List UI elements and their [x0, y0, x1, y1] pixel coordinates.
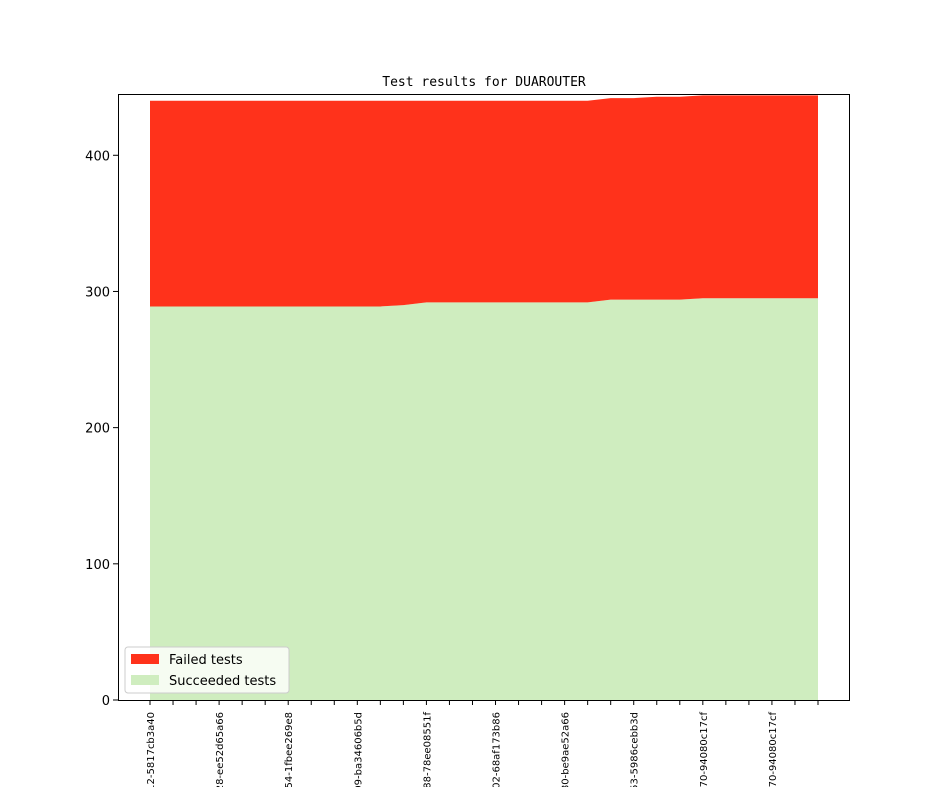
y-tick-label: 0	[102, 694, 110, 709]
y-tick-label: 100	[85, 558, 110, 573]
x-tick-label: 02-68af173b86	[492, 712, 503, 787]
x-tick-label-group: 88-78ee08551f	[422, 712, 433, 787]
legend-label: Succeeded tests	[169, 674, 276, 689]
y-axis: 0 100 200 300 400	[85, 149, 118, 709]
legend: Failed tests Succeeded tests	[124, 646, 290, 694]
x-tick-label-group: 70-94080c17cf	[699, 712, 710, 787]
x-tick-label: 70-94080c17cf	[699, 712, 710, 787]
legend-label: Failed tests	[169, 653, 243, 668]
y-tick-label: 200	[85, 422, 110, 437]
x-tick-label-group: 12-5817cb3a40	[146, 712, 157, 787]
x-tick-label: 09-ba34606b5d	[353, 712, 364, 787]
y-tick-label: 300	[85, 285, 110, 300]
x-tick-label-group: 28-ee52d65a66	[215, 712, 226, 787]
x-axis: 12-5817cb3a40 28-ee52d65a66 54-1fbee269e8 0…	[146, 700, 819, 787]
area-succeeded-tests	[150, 298, 818, 700]
legend-swatch	[131, 675, 159, 685]
x-tick-label-group: 53-5986cebb3d	[630, 712, 641, 787]
x-tick-label: 80-be9ae52a66	[561, 712, 572, 787]
legend-box	[124, 646, 290, 694]
area-layer	[150, 95, 818, 700]
x-tick-label: 28-ee52d65a66	[215, 712, 226, 787]
x-tick-label-group: 54-1fbee269e8	[284, 712, 295, 787]
x-tick-label-group: 80-be9ae52a66	[561, 712, 572, 787]
legend-swatch	[131, 654, 159, 664]
x-tick-label: 12-5817cb3a40	[146, 712, 157, 787]
x-tick-label-group: 02-68af173b86	[492, 712, 503, 787]
x-tick-label: 88-78ee08551f	[422, 712, 433, 787]
x-tick-label-group: 70-94080c17cf	[768, 712, 779, 787]
x-tick-label-group: 09-ba34606b5d	[353, 712, 364, 787]
plot-frame	[118, 94, 850, 701]
chart-title: Test results for DUAROUTER	[382, 75, 586, 90]
x-tick-label: 54-1fbee269e8	[284, 712, 295, 787]
y-tick-label: 400	[85, 149, 110, 164]
x-tick-label: 53-5986cebb3d	[630, 712, 641, 787]
x-tick-label: 70-94080c17cf	[768, 712, 779, 787]
area-failed-tests	[150, 95, 818, 307]
